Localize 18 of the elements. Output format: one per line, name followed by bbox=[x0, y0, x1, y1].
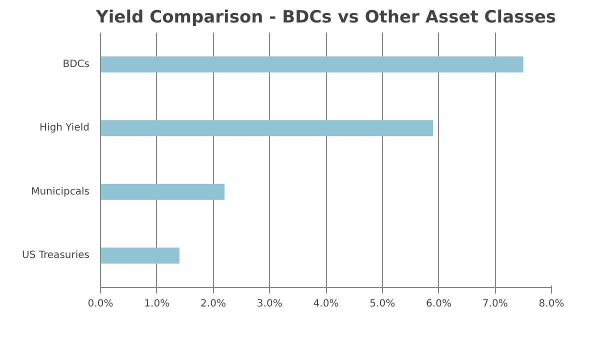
bar bbox=[100, 248, 180, 264]
bar bbox=[100, 56, 524, 72]
chart-title: Yield Comparison - BDCs vs Other Asset Classes bbox=[95, 8, 556, 28]
y-tick-label: High Yield bbox=[40, 122, 90, 134]
x-tick-label: 8.0% bbox=[538, 298, 564, 310]
x-tick-label: 1.0% bbox=[144, 298, 170, 310]
x-tick-label: 5.0% bbox=[370, 298, 396, 310]
x-tick-label: 7.0% bbox=[482, 298, 508, 310]
y-tick-label: Municipcals bbox=[31, 186, 90, 198]
y-tick-label: BDCs bbox=[62, 58, 90, 70]
x-tick-label: 6.0% bbox=[426, 298, 452, 310]
bar bbox=[100, 184, 225, 200]
x-tick-label: 2.0% bbox=[200, 298, 226, 310]
x-tick-label: 0.0% bbox=[88, 298, 114, 310]
bar bbox=[100, 120, 434, 136]
x-tick-label: 3.0% bbox=[256, 298, 282, 310]
y-tick-label: US Treasuries bbox=[22, 250, 90, 262]
x-tick-label: 4.0% bbox=[313, 298, 339, 310]
